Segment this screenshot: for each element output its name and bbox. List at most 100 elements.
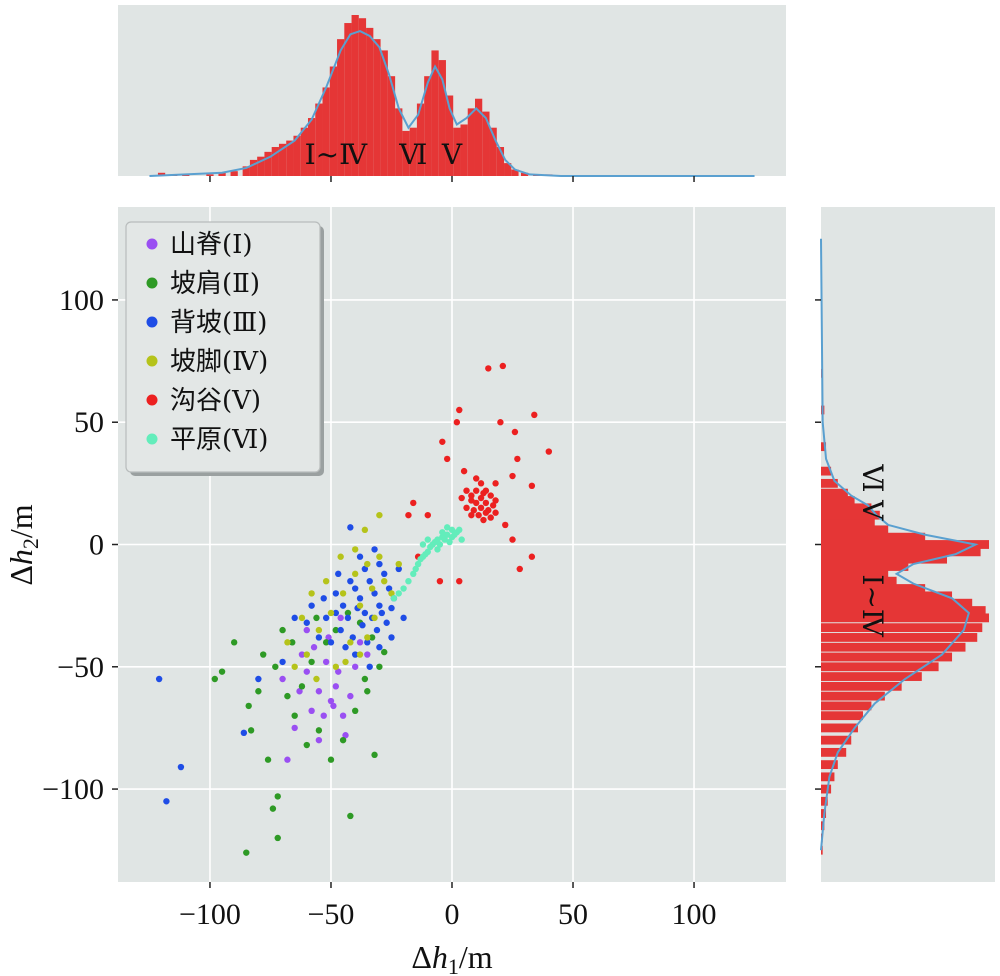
top-histogram-bar: [206, 174, 214, 176]
top-histogram-bar: [249, 159, 258, 176]
data-point: [344, 609, 352, 617]
right-histogram-bar: [821, 681, 902, 691]
data-point: [499, 362, 507, 370]
data-point: [473, 499, 480, 507]
right-histogram-bar: [821, 642, 966, 652]
data-point: [456, 406, 463, 414]
data-point: [470, 507, 477, 514]
data-point: [446, 538, 453, 546]
data-point: [376, 560, 383, 568]
top-histogram-bar: [358, 18, 367, 176]
data-point: [243, 849, 250, 856]
scatter-series: [279, 614, 371, 763]
top-histogram-bar: [520, 172, 529, 176]
x-tick-label: 100: [672, 898, 717, 931]
data-point: [332, 683, 340, 690]
right-annotation-label: Ⅵ: [856, 463, 889, 492]
legend-marker: [146, 355, 158, 367]
data-point: [528, 482, 536, 490]
top-histogram-bar: [445, 95, 454, 176]
data-point: [308, 590, 315, 597]
right-histogram-bar: [821, 623, 983, 633]
data-point: [342, 732, 349, 739]
top-histogram-bar: [504, 163, 512, 176]
legend-marker: [146, 433, 158, 445]
data-point: [308, 707, 315, 715]
legend-entry-label: 沟谷(Ⅴ): [170, 386, 261, 416]
data-point: [349, 634, 356, 641]
data-point: [436, 577, 444, 585]
data-point: [279, 658, 286, 666]
top-histogram-bar: [431, 50, 439, 176]
data-point: [395, 590, 402, 597]
legend-marker: [146, 277, 158, 289]
right-histogram-bar: [821, 510, 880, 520]
data-point: [284, 756, 291, 763]
legend-marker: [146, 394, 158, 406]
data-point: [347, 524, 354, 531]
right-histogram-bar: [821, 525, 889, 535]
top-histogram-bar: [300, 127, 308, 176]
data-point: [303, 626, 310, 634]
data-point: [351, 707, 359, 715]
data-point: [482, 499, 490, 507]
y-tick-label: 50: [74, 406, 104, 439]
right-annotation-label: Ⅴ: [856, 499, 889, 521]
top-histogram-bar: [218, 172, 226, 176]
right-histogram-bar: [821, 518, 875, 527]
data-point: [327, 756, 335, 763]
top-histogram-bar: [482, 111, 490, 176]
top-histogram-bar: [293, 135, 301, 176]
data-point: [327, 697, 335, 705]
data-point: [448, 526, 456, 534]
data-point: [339, 736, 347, 744]
data-point: [368, 634, 376, 641]
data-point: [456, 577, 463, 585]
right-histogram-bar: [821, 613, 989, 623]
data-point: [289, 639, 296, 646]
data-point: [395, 565, 402, 573]
data-point: [366, 663, 373, 670]
data-point: [492, 509, 499, 516]
right-histogram-bar: [821, 784, 832, 794]
data-point: [245, 702, 252, 710]
right-histogram-bar: [821, 662, 939, 672]
right-marginal-panel: Ⅰ~Ⅳ Ⅴ Ⅵ: [815, 207, 995, 882]
top-histogram-bar: [511, 169, 519, 176]
legend-entry-label: 平原(Ⅵ): [170, 425, 268, 455]
data-point: [351, 651, 359, 658]
data-point: [419, 541, 427, 548]
data-point: [240, 729, 248, 737]
scatter-series: [390, 524, 465, 602]
right-histogram-bar: [821, 672, 922, 681]
top-histogram-bar: [424, 76, 432, 176]
data-point: [388, 604, 395, 612]
data-point: [351, 585, 359, 592]
right-histogram-bar: [821, 584, 926, 593]
data-point: [487, 514, 494, 521]
top-histogram-bar: [366, 27, 374, 176]
data-point: [218, 668, 226, 675]
legend: 山脊(Ⅰ) 坡肩(Ⅱ) 背坡(Ⅲ) 坡脚(Ⅳ) 沟谷(Ⅴ) 平原(Ⅵ): [125, 221, 324, 476]
data-point: [431, 538, 439, 546]
data-point: [310, 644, 318, 651]
data-point: [272, 663, 279, 670]
right-histogram-bar: [821, 591, 953, 601]
top-histogram-bar: [307, 118, 316, 176]
right-histogram-bar: [821, 488, 848, 498]
data-point: [414, 560, 422, 568]
data-point: [439, 529, 446, 536]
data-point: [385, 585, 393, 592]
data-point: [335, 570, 342, 578]
scatter-series: [211, 609, 388, 856]
data-point: [395, 560, 402, 568]
data-point: [303, 668, 310, 675]
data-point: [291, 724, 298, 732]
legend-box: [125, 221, 321, 473]
data-point: [388, 634, 395, 641]
top-histogram-bar: [387, 76, 396, 176]
data-point: [332, 609, 340, 617]
data-point: [422, 551, 429, 558]
data-point: [434, 546, 441, 553]
